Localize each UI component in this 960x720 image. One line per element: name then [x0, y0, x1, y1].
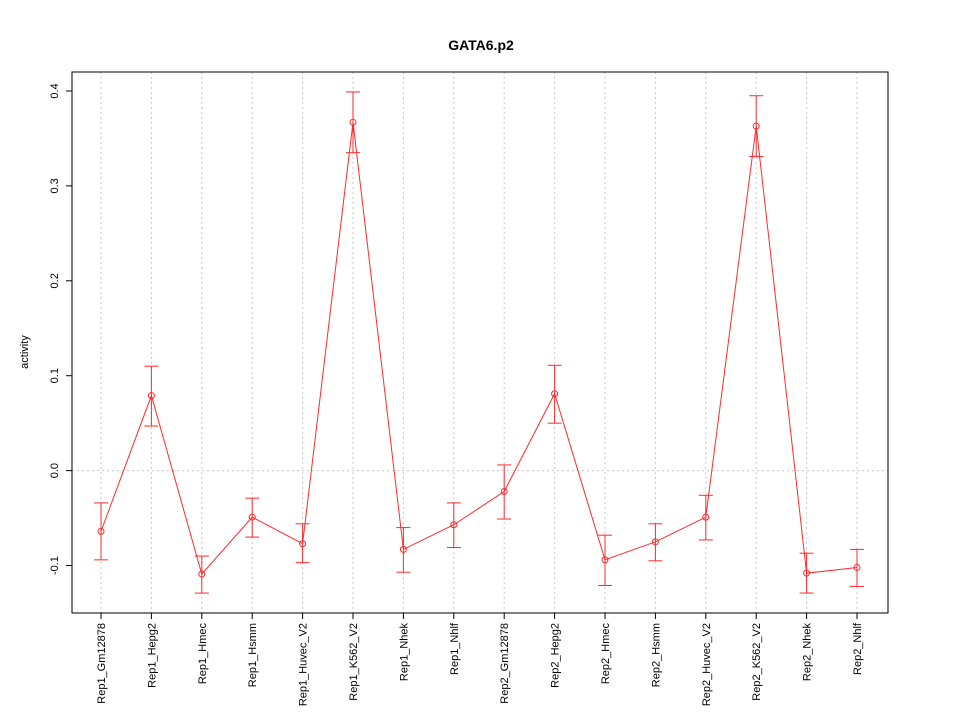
- y-axis-label: activity: [19, 335, 31, 369]
- x-tick-label: Rep1_Nhek: [398, 623, 410, 682]
- data-point: [601, 556, 609, 564]
- x-tick-label: Rep2_Hsmm: [650, 623, 662, 687]
- x-tick-label: Rep2_Huvec_V2: [701, 623, 713, 706]
- data-point: [147, 392, 155, 400]
- y-tick-label: 0.1: [49, 368, 61, 383]
- x-tick-label: Rep2_Gm12878: [499, 623, 511, 704]
- data-point: [198, 570, 206, 578]
- x-tick-label: Rep1_Hmec: [197, 623, 209, 685]
- y-tick-label: 0.4: [49, 83, 61, 98]
- x-tick-label: Rep2_K562_V2: [751, 623, 763, 701]
- data-point: [500, 488, 508, 496]
- data-point: [97, 527, 105, 535]
- x-tick-label: Rep2_Hmec: [600, 623, 612, 685]
- data-point: [299, 540, 307, 548]
- data-point: [248, 513, 256, 521]
- x-tick-label: Rep1_Hsmm: [247, 623, 259, 687]
- y-tick-label: 0.3: [49, 178, 61, 193]
- data-point: [349, 118, 357, 126]
- y-axis: -0.1 0.0 0.1 0.2 0.3 0.4: [49, 83, 72, 575]
- data-point: [551, 390, 559, 398]
- x-tick-label: Rep1_Gm12878: [96, 623, 108, 704]
- plot-frame: [71, 71, 889, 614]
- data-point: [752, 122, 760, 130]
- series-line: [100, 122, 858, 576]
- data-point: [450, 521, 458, 529]
- series-line-group: [100, 122, 858, 576]
- x-tick-label: Rep2_Nhek: [802, 623, 814, 682]
- x-axis: Rep1_Gm12878 Rep1_Hepg2 Rep1_Hmec Rep1_Hsmm…: [96, 613, 864, 706]
- error-bars: [94, 91, 864, 594]
- x-tick-label: Rep1_Hepg2: [146, 623, 158, 688]
- x-tick-label: Rep2_Hepg2: [550, 623, 562, 688]
- data-point: [853, 563, 861, 571]
- x-tick-label: Rep1_Huvec_V2: [298, 623, 310, 706]
- data-point: [702, 513, 710, 521]
- data-point: [399, 545, 407, 553]
- chart-title: GATA6.p2: [448, 37, 514, 53]
- grid: [72, 72, 888, 613]
- data-points: [97, 118, 861, 578]
- x-tick-label: Rep2_Nhlf: [852, 622, 864, 675]
- data-point: [651, 538, 659, 546]
- x-tick-label: Rep1_K562_V2: [348, 623, 360, 701]
- y-tick-label: 0.0: [49, 463, 61, 478]
- y-tick-label: 0.2: [49, 273, 61, 288]
- x-tick-label: Rep1_Nhlf: [449, 622, 461, 675]
- data-point: [803, 569, 811, 577]
- y-tick-label: -0.1: [49, 556, 61, 575]
